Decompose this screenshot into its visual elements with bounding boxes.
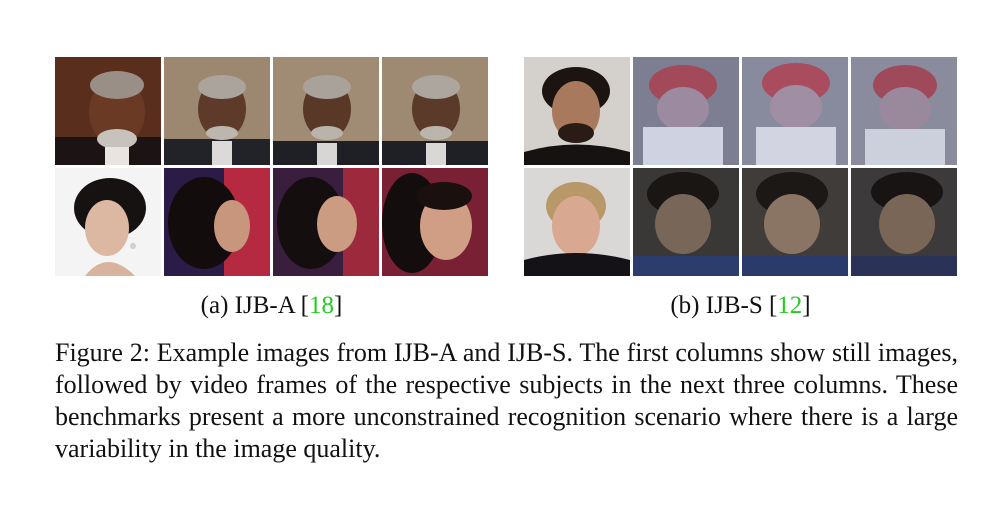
face-image-video-frame [273,57,379,165]
face-image-still [524,168,630,276]
face-image-video-frame [851,57,957,165]
citation-link[interactable]: 12 [777,292,803,319]
subcaption-ijb-a: (a) IJB-A [18] [55,292,488,320]
face-image-still [55,168,161,276]
face-image-video-frame [633,57,739,165]
face-image-video-frame [382,57,488,165]
face-image-still [55,57,161,165]
panel-ijb-s [524,57,957,276]
face-image-video-frame [382,168,488,276]
face-image-video-frame [164,168,270,276]
subcaption-text: ] [333,292,343,319]
subcaption-text: (a) IJB-A [ [200,292,309,319]
subcaption-text: ] [802,292,811,319]
face-image-video-frame [851,168,957,276]
face-image-video-frame [633,168,739,276]
face-image-still [524,57,630,165]
face-image-video-frame [742,57,848,165]
subcaption-ijb-s: (b) IJB-S [12] [524,292,957,320]
face-image-video-frame [164,57,270,165]
figure-caption: Figure 2: Example images from IJB-A and … [55,338,958,463]
face-image-video-frame [273,168,379,276]
citation-link[interactable]: 18 [308,292,334,319]
subcaption-text: (b) IJB-S [ [670,292,778,319]
panel-ijb-a [55,57,488,276]
face-image-video-frame [742,168,848,276]
